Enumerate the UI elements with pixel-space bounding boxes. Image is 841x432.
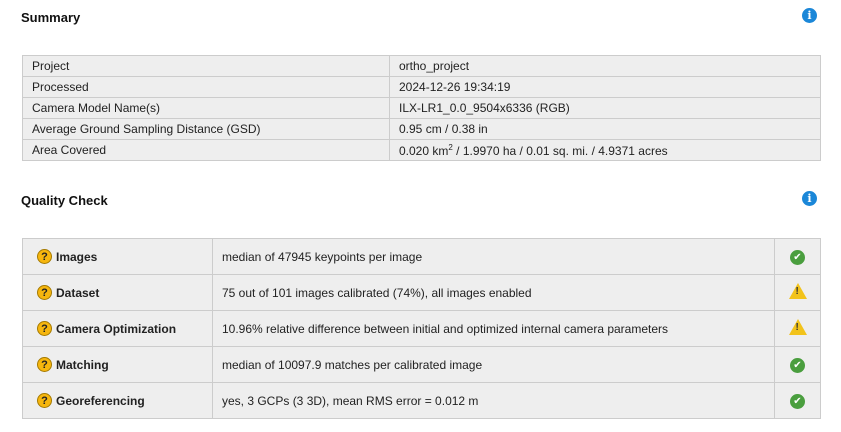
row-label: Processed	[22, 76, 390, 98]
help-icon[interactable]: ?	[37, 285, 52, 301]
row-value: median of 47945 keypoints per image	[212, 238, 775, 275]
row-value: median of 10097.9 matches per calibrated…	[212, 346, 775, 383]
table-row: ? Dataset 75 out of 101 images calibrated …	[22, 274, 821, 311]
info-icon[interactable]: i	[802, 191, 817, 206]
row-value: 0.95 cm / 0.38 in	[389, 118, 821, 140]
superscript: 2	[448, 142, 453, 152]
row-label: Georeferencing	[56, 393, 145, 408]
table-row: ? Camera Optimization 10.96% relative diff…	[22, 310, 821, 347]
warning-icon: !	[788, 319, 807, 335]
row-value: 10.96% relative difference between initi…	[212, 310, 775, 347]
table-row: Camera Model Name(s) ILX-LR1_0.0_9504x633…	[22, 97, 821, 119]
area-rest: / 1.9970 ha / 0.01 sq. mi. / 4.9371 acre…	[452, 143, 668, 158]
row-label: Area Covered	[22, 139, 390, 161]
help-icon[interactable]: ?	[37, 393, 52, 409]
table-row: ? Georeferencing yes, 3 GCPs (3 3D), mean …	[22, 382, 821, 419]
table-row: Average Ground Sampling Distance (GSD) 0.…	[22, 118, 821, 140]
row-label: Project	[22, 55, 390, 77]
warning-icon: !	[788, 283, 807, 299]
help-icon[interactable]: ?	[37, 321, 52, 337]
help-icon[interactable]: ?	[37, 357, 52, 373]
row-value: ortho_project	[389, 55, 821, 77]
row-label: Matching	[56, 357, 109, 372]
quality-table: ? Images median of 47945 keypoints per ima…	[22, 238, 821, 419]
table-row: Processed 2024-12-26 19:34:19	[22, 76, 821, 98]
summary-table: Project ortho_project Processed 2024-12-26…	[22, 55, 821, 161]
quality-title: Quality Check	[21, 193, 108, 208]
check-icon: ✔	[790, 357, 805, 373]
check-icon: ✔	[790, 393, 805, 409]
check-icon: ✔	[790, 249, 805, 265]
row-value: yes, 3 GCPs (3 3D), mean RMS error = 0.0…	[212, 382, 775, 419]
summary-title: Summary	[21, 10, 81, 25]
row-label: Camera Model Name(s)	[22, 97, 390, 119]
row-value: 75 out of 101 images calibrated (74%), a…	[212, 274, 775, 311]
row-value: 0.020 km2 / 1.9970 ha / 0.01 sq. mi. / 4…	[389, 139, 821, 161]
row-value: ILX-LR1_0.0_9504x6336 (RGB)	[389, 97, 821, 119]
info-icon[interactable]: i	[802, 8, 817, 23]
row-label: Average Ground Sampling Distance (GSD)	[22, 118, 390, 140]
table-row: Area Covered 0.020 km2 / 1.9970 ha / 0.01…	[22, 139, 821, 161]
row-label: Dataset	[56, 285, 100, 300]
area-km: 0.020 km	[399, 143, 449, 158]
row-value: 2024-12-26 19:34:19	[389, 76, 821, 98]
row-label: Images	[56, 249, 98, 264]
row-label: Camera Optimization	[56, 321, 177, 336]
table-row: ? Images median of 47945 keypoints per ima…	[22, 238, 821, 275]
help-icon[interactable]: ?	[37, 249, 52, 265]
table-row: Project ortho_project	[22, 55, 821, 77]
table-row: ? Matching median of 10097.9 matches per c…	[22, 346, 821, 383]
